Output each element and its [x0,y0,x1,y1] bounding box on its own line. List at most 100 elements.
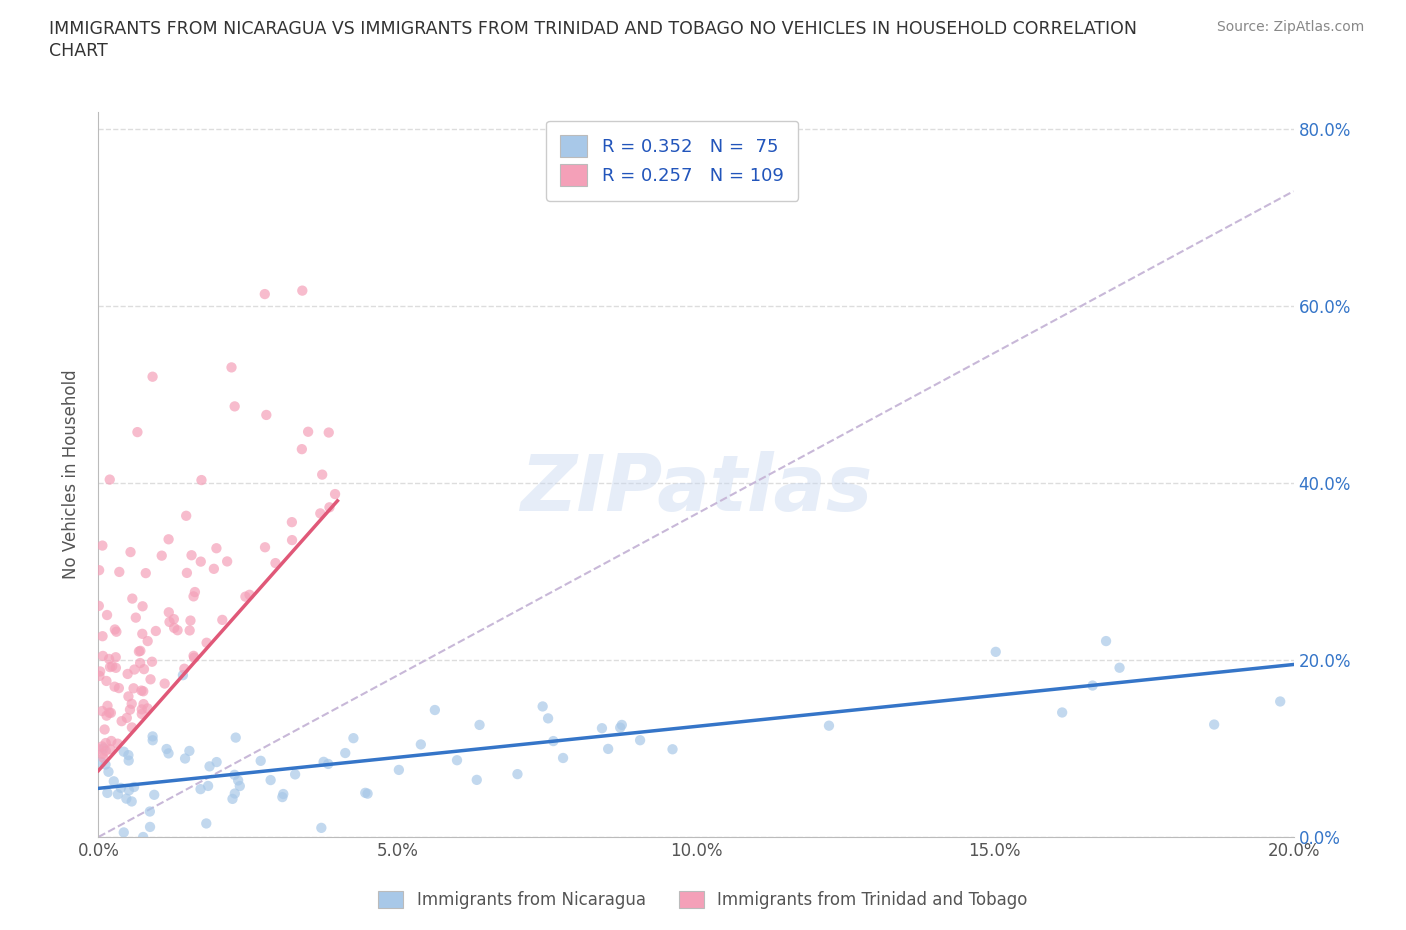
Point [264,555,287,570]
Point [661,742,683,757]
Point [96,698,118,713]
Point [108,681,131,696]
Point [129,644,152,658]
Point [179,743,201,758]
Point [96,673,118,688]
Point [104,679,127,694]
Point [356,786,378,801]
Point [94,736,117,751]
Point [98,741,121,756]
Y-axis label: No Vehicles in Household: No Vehicles in Household [62,369,80,579]
Point [388,763,411,777]
Point [1270,694,1292,709]
Point [122,779,145,794]
Point [423,702,446,717]
Point [1081,678,1104,693]
Point [323,486,346,501]
Point [107,737,129,751]
Point [121,720,143,735]
Point [253,286,276,301]
Point [145,623,167,638]
Point [110,780,132,795]
Point [107,787,129,802]
Point [135,565,157,580]
Point [225,730,247,745]
Point [224,399,246,414]
Point [96,786,118,801]
Point [139,804,162,819]
Point [104,622,127,637]
Point [87,742,110,757]
Point [141,655,163,670]
Point [115,791,138,806]
Point [93,722,115,737]
Point [224,786,246,801]
Point [98,472,121,487]
Point [249,753,271,768]
Point [628,733,651,748]
Point [108,565,131,579]
Point [172,668,194,683]
Point [120,545,142,560]
Point [179,623,201,638]
Point [101,658,124,673]
Point [112,825,135,840]
Point [132,697,155,711]
Point [316,756,339,771]
Point [465,773,488,788]
Point [155,741,177,756]
Point [136,633,159,648]
Point [610,717,633,732]
Point [190,782,212,797]
Point [198,759,221,774]
Point [94,757,117,772]
Point [115,711,138,725]
Point [281,514,304,529]
Point [166,623,188,638]
Point [409,737,432,751]
Point [163,620,186,635]
Legend: R = 0.352   N =  75, R = 0.257   N = 109: R = 0.352 N = 75, R = 0.257 N = 109 [546,121,799,201]
Point [89,664,111,679]
Point [131,702,153,717]
Point [183,589,205,604]
Point [103,774,125,789]
Point [195,635,218,650]
Point [598,741,620,756]
Point [117,748,139,763]
Point [446,752,468,767]
Point [91,629,114,644]
Point [190,554,212,569]
Point [190,472,212,487]
Point [91,739,114,754]
Point [96,709,118,724]
Point [211,613,233,628]
Text: Source: ZipAtlas.com: Source: ZipAtlas.com [1216,20,1364,34]
Point [131,627,153,642]
Point [124,662,146,677]
Point [159,615,181,630]
Point [984,644,1007,659]
Point [176,565,198,580]
Point [543,734,565,749]
Point [97,764,120,779]
Point [271,787,294,802]
Point [318,425,340,440]
Point [91,538,114,553]
Point [90,755,112,770]
Point [142,369,165,384]
Point [91,704,114,719]
Point [238,588,260,603]
Point [253,539,276,554]
Point [104,650,127,665]
Point [118,753,141,768]
Point [291,442,314,457]
Point [1050,705,1073,720]
Point [205,754,228,769]
Point [183,648,205,663]
Point [89,669,111,684]
Point [132,684,155,698]
Point [174,751,197,766]
Point [221,791,243,806]
Point [309,506,332,521]
